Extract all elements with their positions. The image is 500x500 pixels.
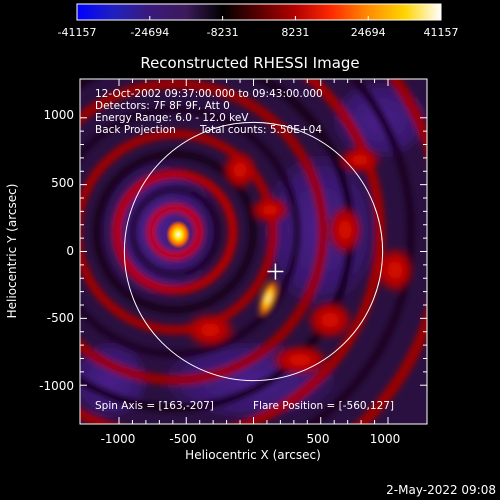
x-tick-label: -1000 (101, 432, 136, 446)
flare-position-label: Flare Position = [-560,127] (253, 400, 394, 412)
solar-limb-circle (123, 121, 384, 382)
y-tick-label: -1000 (39, 379, 74, 393)
rhessi-image (79, 78, 428, 425)
y-tick-label: 0 (66, 244, 74, 258)
sidelobe-rings (80, 79, 427, 424)
info-line-counts: Total counts: 5.50E+04 (199, 124, 322, 136)
timestamp: 2-May-2022 09:08 (386, 483, 496, 497)
info-line-time: 12-Oct-2002 09:37:00.000 to 09:43:00.000 (95, 88, 323, 100)
y-axis-label: Heliocentric Y (arcsec) (5, 184, 19, 319)
colorbar-tick-label: 41157 (424, 26, 459, 39)
flare-source (166, 220, 191, 249)
spin-axis-label: Spin Axis = [163,-207] (95, 400, 214, 412)
info-line-method: Back Projection (95, 124, 176, 136)
secondary-source (258, 279, 278, 317)
x-axis-label: Heliocentric X (arcsec) (185, 448, 321, 462)
colorbar-tick-label: 8231 (281, 26, 309, 39)
colorbar-tick-label: -8231 (207, 26, 239, 39)
colorbar-tick-label: 24694 (351, 26, 386, 39)
plot-title: Reconstructed RHESSI Image (140, 54, 359, 72)
axis-ticks (80, 79, 427, 424)
x-tick-label: -500 (169, 432, 196, 446)
y-tick-label: 1000 (43, 108, 74, 122)
info-text: 12-Oct-2002 09:37:00.000 to 09:43:00.000… (95, 88, 394, 412)
x-tick-label: 1000 (370, 432, 401, 446)
colorbar: -41157 -24694 -8231 8231 24694 41157 (58, 3, 459, 39)
colorbar-gradient (76, 3, 442, 21)
info-line-energy: Energy Range: 6.0 - 12.0 keV (95, 112, 249, 124)
y-tick-label: 500 (51, 176, 74, 190)
colorbar-tick-label: -41157 (58, 26, 97, 39)
y-tick-label: -500 (47, 311, 74, 325)
spin-axis-cross (267, 263, 284, 280)
colorbar-tick-label: -24694 (130, 26, 169, 39)
red-patches (184, 146, 415, 376)
x-tick-label: 500 (307, 432, 330, 446)
colorbar-ticks: -41157 -24694 -8231 8231 24694 41157 (58, 16, 459, 39)
info-line-detectors: Detectors: 7F 8F 9F, Att 0 (95, 100, 230, 112)
x-tick-label: 0 (246, 432, 254, 446)
